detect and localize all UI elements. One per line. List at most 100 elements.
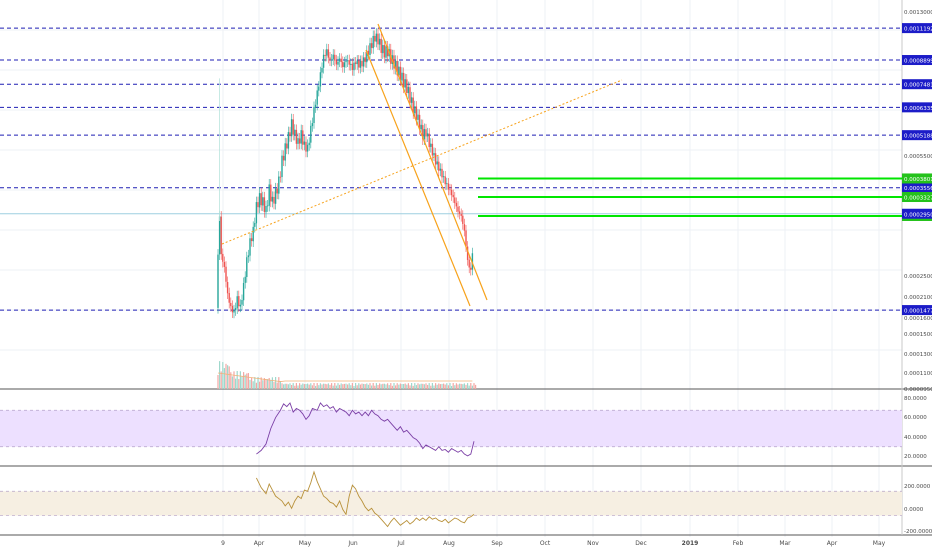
candle-body [420,124,422,130]
volume-bar [273,381,275,389]
volume-bar [307,383,309,389]
level-label-bg [902,23,932,34]
volume-bar [257,377,259,389]
candle-body [287,132,290,149]
candle-body [305,141,307,152]
volume-bar [334,383,336,389]
volume-bar [305,383,307,389]
volume-bar [459,383,461,389]
volume-bar [225,363,227,389]
level-label: 0.0003556 [904,186,932,192]
candle-body [414,106,416,114]
volume-bar [286,383,288,389]
volume-bar [220,371,222,389]
candle-body [228,293,230,303]
volume-bar [428,383,430,389]
candle-body [382,45,384,54]
volume-bar [279,381,281,389]
volume-bar [233,371,235,389]
candle-body [306,144,309,152]
x-axis-label: Jun [347,540,358,547]
volume-bar [393,383,395,389]
volume-bar [391,385,393,389]
trend-line [221,79,623,245]
volume-bar [404,383,406,389]
volume-bar [270,380,272,389]
volume-bar [339,384,341,389]
candle-body [410,97,413,103]
candle-body [425,129,427,137]
x-axis-label: Dec [635,540,647,547]
candle-body [470,267,472,270]
volume-bar [447,385,449,389]
candle-body [271,196,274,202]
candle-body [366,50,368,63]
volume-bar [439,384,441,389]
level-label: 0.0008899 [904,59,932,65]
candle-body [294,129,296,135]
volume-bar [438,383,440,389]
osc1-tick-label: 20.0000 [904,454,927,460]
candle-body [220,216,222,255]
volume-bar [387,383,389,389]
volume-bar [383,383,385,389]
volume-bar [315,385,317,389]
volume-bar [311,385,313,389]
candle-body [417,114,419,120]
volume-bar [265,378,267,389]
volume-bar [295,383,297,389]
candle-body [316,90,318,105]
candle-body [262,197,264,206]
volume-bar [367,384,369,389]
volume-bar [348,383,350,389]
last-price-bg [902,208,932,219]
candle-body [278,176,280,194]
volume-bar [377,384,379,389]
volume-bar [371,385,373,389]
x-axis-label: Nov [587,540,599,547]
volume-bar [449,383,451,389]
volume-bar [276,382,278,389]
x-axis-label: Apr [827,540,838,547]
candle-body [303,141,306,145]
candle-body [246,257,248,278]
volume-bar [462,384,464,389]
volume-bar [267,379,269,389]
level-label: 0.0001477 [904,309,932,315]
candle-body [463,224,466,231]
volume-bar [278,377,280,389]
candle-body [396,60,398,76]
candle-body [250,238,253,242]
candle-body [385,46,387,58]
volume-bar [238,379,240,389]
volume-bar [284,383,286,389]
candle-body [273,197,275,204]
volume-bar [291,385,293,389]
candle-body [225,266,227,282]
volume-bar [473,383,475,389]
volume-bar [435,383,437,389]
level-label: 0.0006335 [904,106,932,112]
volume-bar [401,384,403,389]
candle-body [348,60,350,65]
volume-bar [310,383,312,389]
candle-body [418,114,421,130]
volume-bar [246,373,248,389]
candle-body [223,261,226,267]
volume-bar [398,384,400,389]
volume-bar [455,383,457,389]
candle-body [337,61,339,65]
volume-bar [323,383,325,389]
volume-bar [457,384,459,389]
candle-body [239,304,242,307]
osc2-tick-label: 200.0000 [904,484,931,490]
volume-bar [308,384,310,389]
candle-body [217,254,219,308]
osc2-line [255,470,475,528]
volume-bar [281,383,283,389]
volume-bar [219,361,221,389]
candle-body [329,57,331,61]
level-label: 0.0007481 [904,83,932,89]
